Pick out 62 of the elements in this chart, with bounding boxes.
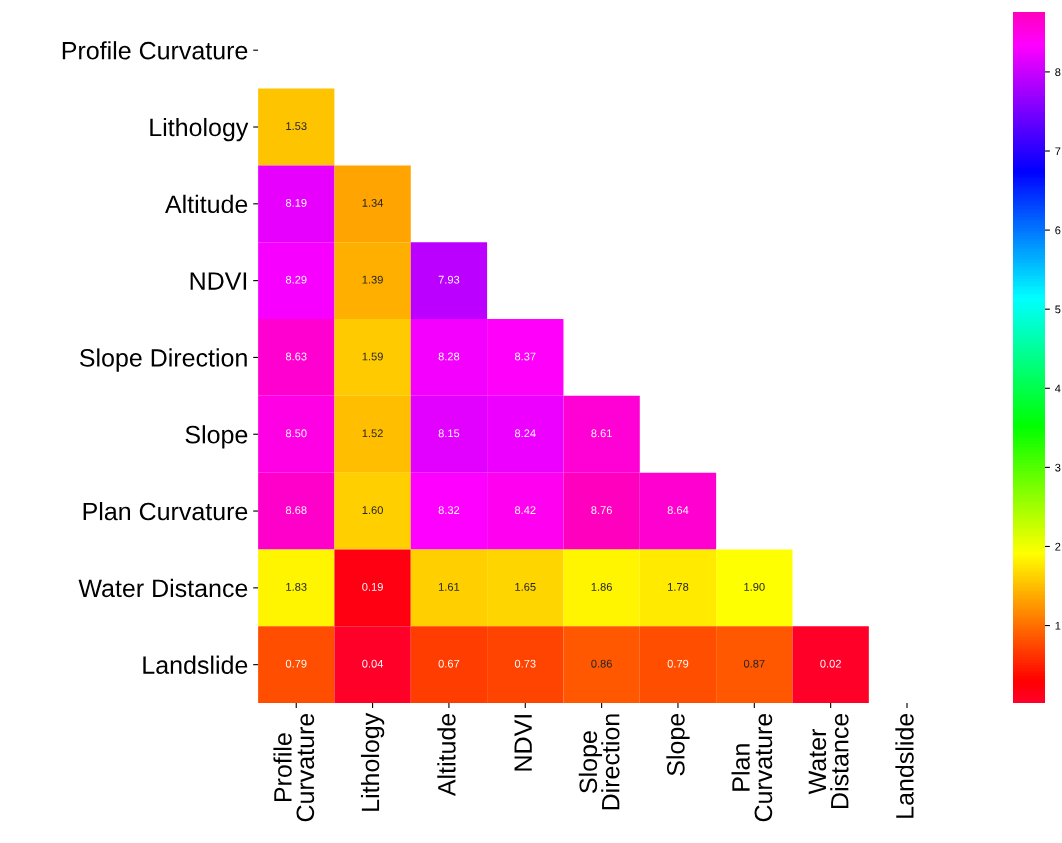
color-bar-label: 4 xyxy=(1054,384,1061,393)
y-tick-label: Slope Direction xyxy=(79,348,247,372)
y-tick-label: Lithology xyxy=(150,117,249,142)
x-tick-label: Slope Direction xyxy=(578,714,620,810)
data-label: 8.76 xyxy=(591,506,612,515)
data-label: 0.79 xyxy=(285,659,307,668)
data-label: 1.61 xyxy=(438,582,460,591)
x-tick-label: Slope xyxy=(666,713,690,776)
x-tick-label: Water Distance xyxy=(808,713,849,808)
data-label: 1.78 xyxy=(668,582,689,591)
data-label: 8.37 xyxy=(514,352,536,361)
data-label: 8.50 xyxy=(285,429,307,438)
data-label: 1.65 xyxy=(515,582,536,591)
data-label: 8.42 xyxy=(514,506,536,515)
y-tick-label: Profile Curvature xyxy=(62,41,248,60)
x-tick-label: Plan Curvature xyxy=(731,713,773,822)
data-label: 8.32 xyxy=(438,506,460,515)
data-label: 0.79 xyxy=(667,659,689,668)
data-label: 0.73 xyxy=(514,659,536,668)
y-tick-label: Landslide xyxy=(143,655,248,674)
data-label: 8.63 xyxy=(285,352,307,361)
data-label: 8.68 xyxy=(285,506,307,515)
color-bar-label: 3 xyxy=(1055,463,1061,472)
data-label: 0.67 xyxy=(438,659,460,668)
data-label: 8.24 xyxy=(514,429,536,438)
data-label: 1.90 xyxy=(744,582,765,591)
data-label: 0.02 xyxy=(820,659,841,668)
data-label: 0.04 xyxy=(362,659,384,668)
x-tick-label: Lithology xyxy=(360,712,385,811)
data-label: 1.39 xyxy=(362,275,383,284)
y-tick-label: Slope xyxy=(185,425,248,449)
data-label: 1.83 xyxy=(286,582,307,591)
color-bar-label: 7 xyxy=(1055,147,1061,156)
data-label: 8.64 xyxy=(667,506,689,515)
color-bar-label: 8 xyxy=(1055,68,1061,77)
data-label: 8.29 xyxy=(285,275,307,284)
y-tick-label: NDVI xyxy=(190,272,247,290)
color-bar-label: 5 xyxy=(1055,305,1061,314)
y-tick-label: Plan Curvature xyxy=(83,501,248,521)
data-label: 0.86 xyxy=(591,659,612,668)
x-tick-label: Profile Curvature xyxy=(273,713,315,822)
data-label: 1.60 xyxy=(362,506,383,515)
y-tick-label: Altitude xyxy=(165,194,248,214)
data-label: 0.87 xyxy=(743,659,765,668)
x-tick-label: Altitude xyxy=(437,713,456,797)
color-bar-label: 1 xyxy=(1055,621,1061,630)
data-label: 8.19 xyxy=(285,198,307,207)
data-label: 1.52 xyxy=(362,429,383,438)
color-bar-label: 6 xyxy=(1055,226,1061,235)
data-label: 8.15 xyxy=(438,429,460,438)
data-label: 8.28 xyxy=(438,352,460,361)
x-tick-label: NDVI xyxy=(514,715,532,771)
data-label: 1.53 xyxy=(286,122,307,130)
data-label: 1.59 xyxy=(362,352,383,361)
data-label: 1.34 xyxy=(362,198,384,207)
data-label: 0.19 xyxy=(362,582,383,591)
y-tick-label: Water Distance xyxy=(78,578,248,598)
color-bar-label: 2 xyxy=(1055,542,1061,551)
data-label: 8.61 xyxy=(591,429,612,438)
x-tick-label: Landslide xyxy=(895,713,914,818)
data-label: 7.93 xyxy=(438,275,460,284)
data-label: 1.86 xyxy=(591,582,612,591)
